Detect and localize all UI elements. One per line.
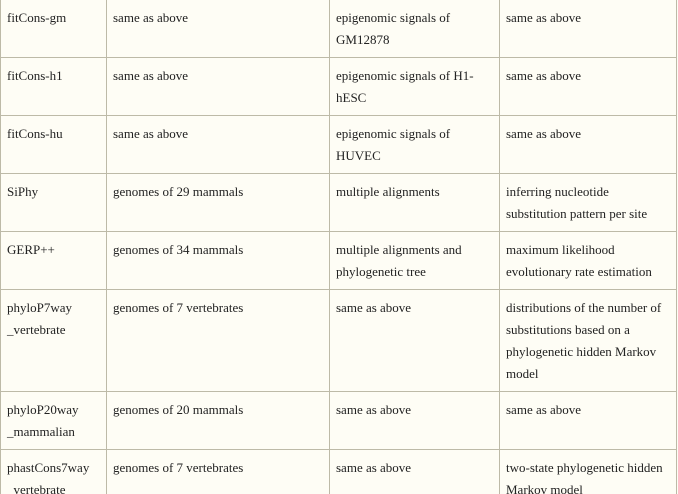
table-cell-method: distributions of the number of substitut… [499, 289, 677, 392]
table-cell-data: multiple alignments [329, 173, 500, 232]
table-cell-name: phyloP20way _mammalian [0, 391, 107, 450]
table-cell-data: epigenomic signals of HUVEC [329, 115, 500, 174]
table-cell-data: epigenomic signals of GM12878 [329, 0, 500, 58]
table-cell-data: same as above [329, 289, 500, 392]
table-cell-method: same as above [499, 57, 677, 116]
table-cell-genomes: same as above [106, 0, 330, 58]
table-row: fitCons-hu same as above epigenomic sign… [0, 115, 677, 174]
table-row: phastCons7way _vertebrate genomes of 7 v… [0, 449, 677, 494]
table-cell-name: fitCons-hu [0, 115, 107, 174]
table-cell-genomes: same as above [106, 57, 330, 116]
table-cell-genomes: same as above [106, 115, 330, 174]
table-cell-method: two-state phylogenetic hidden Markov mod… [499, 449, 677, 494]
table-cell-name: phyloP7way _vertebrate [0, 289, 107, 392]
table-cell-name: phastCons7way _vertebrate [0, 449, 107, 494]
table-cell-data: multiple alignments and phylogenetic tre… [329, 231, 500, 290]
table-cell-method: same as above [499, 0, 677, 58]
table-row: fitCons-gm same as above epigenomic sign… [0, 0, 677, 58]
table-cell-genomes: genomes of 29 mammals [106, 173, 330, 232]
table-cell-method: same as above [499, 115, 677, 174]
table-cell-data: same as above [329, 391, 500, 450]
table-row: phyloP7way _vertebrate genomes of 7 vert… [0, 289, 677, 392]
table-row: fitCons-h1 same as above epigenomic sign… [0, 57, 677, 116]
table-cell-name: fitCons-h1 [0, 57, 107, 116]
table-row: SiPhy genomes of 29 mammals multiple ali… [0, 173, 677, 232]
table-cell-data: epigenomic signals of H1-hESC [329, 57, 500, 116]
table-cell-name: SiPhy [0, 173, 107, 232]
table-cell-method: inferring nucleotide substitution patter… [499, 173, 677, 232]
table-cell-genomes: genomes of 34 mammals [106, 231, 330, 290]
table-cell-genomes: genomes of 7 vertebrates [106, 289, 330, 392]
table-cell-method: same as above [499, 391, 677, 450]
table-cell-genomes: genomes of 20 mammals [106, 391, 330, 450]
table-cell-method: maximum likelihood evolutionary rate est… [499, 231, 677, 290]
table-row: phyloP20way _mammalian genomes of 20 mam… [0, 391, 677, 450]
table-cell-data: same as above [329, 449, 500, 494]
table-row: GERP++ genomes of 34 mammals multiple al… [0, 231, 677, 290]
table-cell-genomes: genomes of 7 vertebrates [106, 449, 330, 494]
table-cell-name: fitCons-gm [0, 0, 107, 58]
table-cell-name: GERP++ [0, 231, 107, 290]
